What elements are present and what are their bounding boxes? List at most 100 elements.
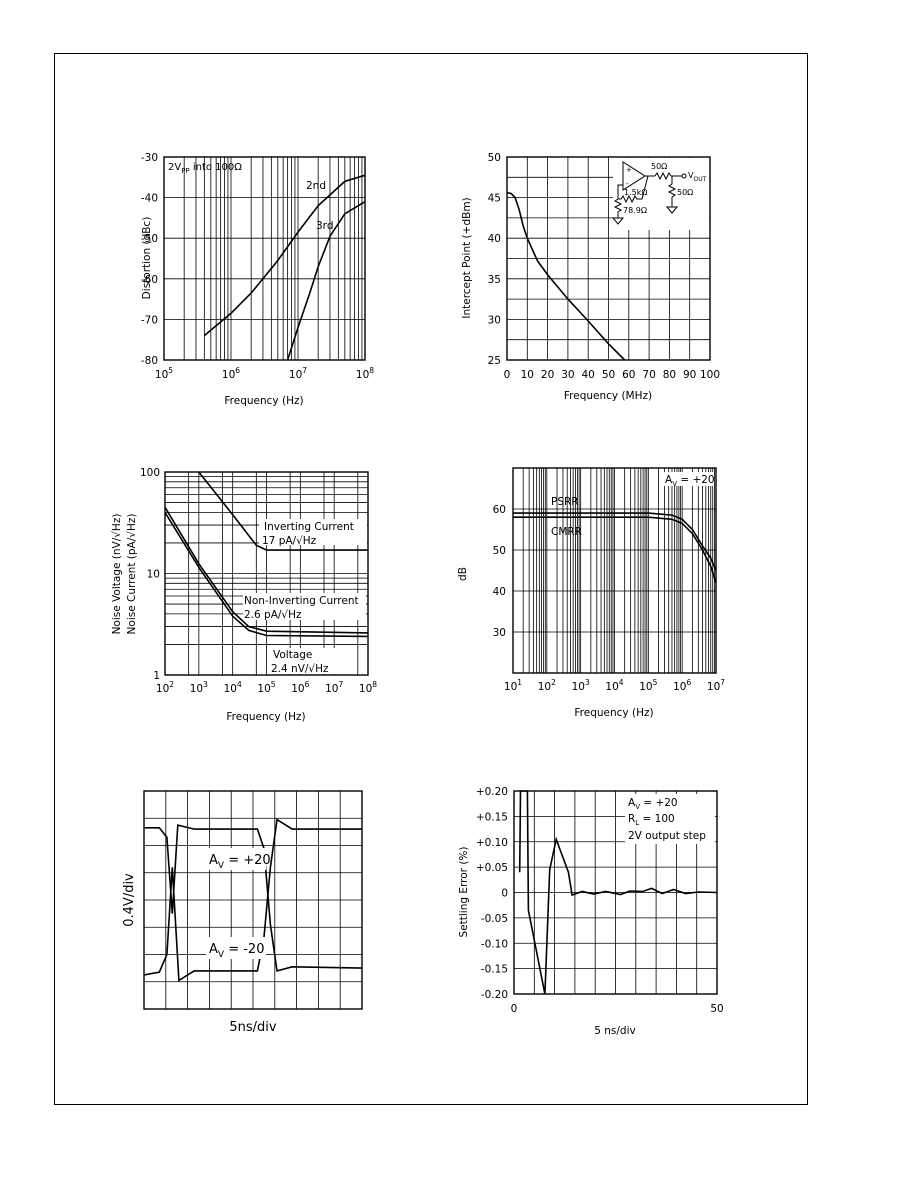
- noise-y-tick-label: 10: [147, 569, 160, 581]
- distortion-series-line-2: [286, 201, 366, 361]
- intercept-y-tick-label: 25: [488, 355, 501, 367]
- noninverting-current-value: 2.6 pA/√Hz: [244, 609, 302, 621]
- vout-label: VOUT: [688, 171, 707, 183]
- psrr-cmrr-gridlines: [513, 468, 716, 673]
- noise-x-tick-label: 103: [190, 680, 208, 695]
- voltage-noise-value: 2.4 nV/√Hz: [271, 663, 329, 675]
- intercept-tick-labels: 0 10 20 30 40 50 60 70 80 90 100 25 30 35 40 45 50: [488, 152, 720, 381]
- noise-y-tick-label: 100: [140, 467, 160, 479]
- noise-y-axis-label-voltage: Noise Voltage (nV/√Hz): [111, 514, 123, 635]
- noise-series-line-3: [164, 511, 369, 638]
- distortion-y-tick-label: -60: [141, 274, 158, 286]
- psrr-cmrr-y-tick-label: 50: [493, 545, 506, 557]
- opamp-symbol: [622, 161, 646, 191]
- page-frame: [54, 53, 808, 1105]
- psrr-cmrr-series: [513, 512, 717, 584]
- intercept-x-tick-label: 40: [582, 369, 595, 381]
- psrr-cmrr-gain-annotation: AV = +20: [665, 474, 715, 488]
- settling-tick-labels: 0 50 +0.20 +0.15 +0.10 +0.05 0 -0.05 -0.10 -0.15 -…: [476, 786, 724, 1015]
- settling-series: [518, 790, 718, 995]
- psrr-cmrr-x-axis-label: Frequency (Hz): [574, 707, 653, 719]
- settling-x-tick-label: 0: [511, 1003, 518, 1015]
- distortion-y-tick-label: -80: [141, 355, 158, 367]
- noise-tick-labels: 102 103 104 105 106 107 108 100 10 1: [140, 467, 377, 695]
- distortion-y-tick-label: -40: [141, 193, 158, 205]
- gain-ground-icon: [611, 217, 625, 225]
- intercept-inset-background: [613, 158, 709, 230]
- distortion-x-tick-label: 105: [155, 366, 173, 381]
- intercept-y-tick-label: 45: [488, 193, 501, 205]
- settling-x-axis-label: 5 ns/div: [594, 1025, 635, 1037]
- noise-x-tick-label: 108: [359, 680, 377, 695]
- distortion-x-tick-label: 106: [222, 366, 240, 381]
- gain-resistor-symbol: [613, 198, 623, 218]
- inverting-current-label: Inverting Current: [264, 521, 354, 533]
- intercept-x-tick-label: 30: [561, 369, 574, 381]
- noninverting-label-mask: [243, 593, 366, 620]
- noise-gridlines: [165, 472, 368, 675]
- psrr-series-label: PSRR: [551, 496, 579, 508]
- intercept-y-axis-label: Intercept Point (+dBm): [461, 197, 473, 318]
- psrr-gain-label-mask: [662, 472, 714, 486]
- noise-x-tick-label: 107: [325, 680, 343, 695]
- distortion-condition-annotation: 2VPP into 100Ω: [168, 162, 242, 175]
- feedback-wire: [617, 184, 623, 199]
- pulse-noninverting-gain-label: AV = +20: [209, 853, 271, 871]
- feedback-resistor-label: 1.5kΩ: [624, 188, 647, 197]
- noninverting-current-label: Non-Inverting Current: [244, 595, 359, 607]
- psrr-cmrr-x-tick-label: 103: [572, 678, 590, 693]
- settling-y-tick-label: 0: [501, 888, 508, 900]
- series-resistor-symbol: [654, 171, 672, 181]
- distortion-series-line-1: [203, 174, 366, 337]
- opamp-minus-sign: -: [626, 180, 629, 188]
- settling-x-tick-label: 50: [710, 1003, 723, 1015]
- noise-x-tick-label: 104: [224, 680, 242, 695]
- intercept-x-tick-label: 60: [622, 369, 635, 381]
- pulse-series-line-2: [143, 818, 362, 982]
- distortion-y-axis-label: Distortion (dBc): [141, 217, 153, 300]
- feedback-resistor-symbol: [618, 175, 649, 204]
- psrr-cmrr-y-tick-label: 40: [493, 586, 506, 598]
- pulse-plus-label-mask: [206, 848, 266, 870]
- pulse-series-line-1: [144, 824, 363, 972]
- intercept-y-tick-label: 30: [488, 314, 501, 326]
- psrr-cmrr-x-tick-label: 107: [707, 678, 725, 693]
- distortion-series: [203, 174, 366, 361]
- noise-chart: 102 103 104 105 106 107 108 100 10 1 Inverting Cu…: [111, 467, 377, 723]
- load-ground-icon: [665, 206, 679, 214]
- psrr-cmrr-tick-labels: 101 102 103 104 105 106 107 30 40 50 60: [493, 504, 726, 693]
- psrr-cmrr-y-tick-label: 30: [493, 627, 506, 639]
- intercept-x-tick-label: 90: [683, 369, 696, 381]
- noise-x-tick-label: 106: [291, 680, 309, 695]
- pulse-series: [143, 818, 363, 982]
- noise-x-tick-label: 102: [156, 680, 174, 695]
- inverting-label-mask: [259, 519, 367, 545]
- voltage-noise-label: Voltage: [273, 649, 312, 661]
- pulse-minus-label-mask: [206, 937, 266, 959]
- noise-series-line-2: [164, 506, 369, 634]
- intercept-test-circuit-inset: + - 50Ω VOUT 50Ω 1.5kΩ 78.9Ω: [611, 158, 709, 230]
- intercept-x-tick-label: 10: [521, 369, 534, 381]
- intercept-x-tick-label: 50: [602, 369, 615, 381]
- distortion-x-axis-label: Frequency (Hz): [224, 395, 303, 407]
- distortion-tick-labels: 105 106 107 108 -30 -40 -50 -60 -70 -80: [141, 152, 374, 381]
- intercept-series-line-1: [506, 191, 626, 361]
- intercept-x-tick-label: 80: [663, 369, 676, 381]
- distortion-3rd-label: 3rd: [316, 220, 333, 232]
- settling-y-tick-label: +0.20: [476, 786, 508, 798]
- pulse-gridlines: [144, 791, 362, 1009]
- pulse-inverting-gain-label: AV = -20: [209, 942, 264, 960]
- settling-step-annotation: 2V output step: [628, 830, 706, 842]
- psrr-cmrr-x-tick-label: 106: [673, 678, 691, 693]
- noise-x-axis-label: Frequency (Hz): [226, 711, 305, 723]
- distortion-2nd-label: 2nd: [306, 180, 326, 192]
- psrr-cmrr-y-tick-label: 60: [493, 504, 506, 516]
- noise-series-line-1: [198, 471, 368, 551]
- settling-y-tick-label: -0.15: [481, 964, 508, 976]
- settling-series-line-1: [518, 790, 718, 995]
- settling-y-tick-label: +0.15: [476, 811, 508, 823]
- distortion-x-tick-label: 107: [289, 366, 307, 381]
- pulse-x-axis-label: 5ns/div: [229, 1020, 277, 1035]
- settling-load-annotation: RL = 100: [628, 813, 675, 827]
